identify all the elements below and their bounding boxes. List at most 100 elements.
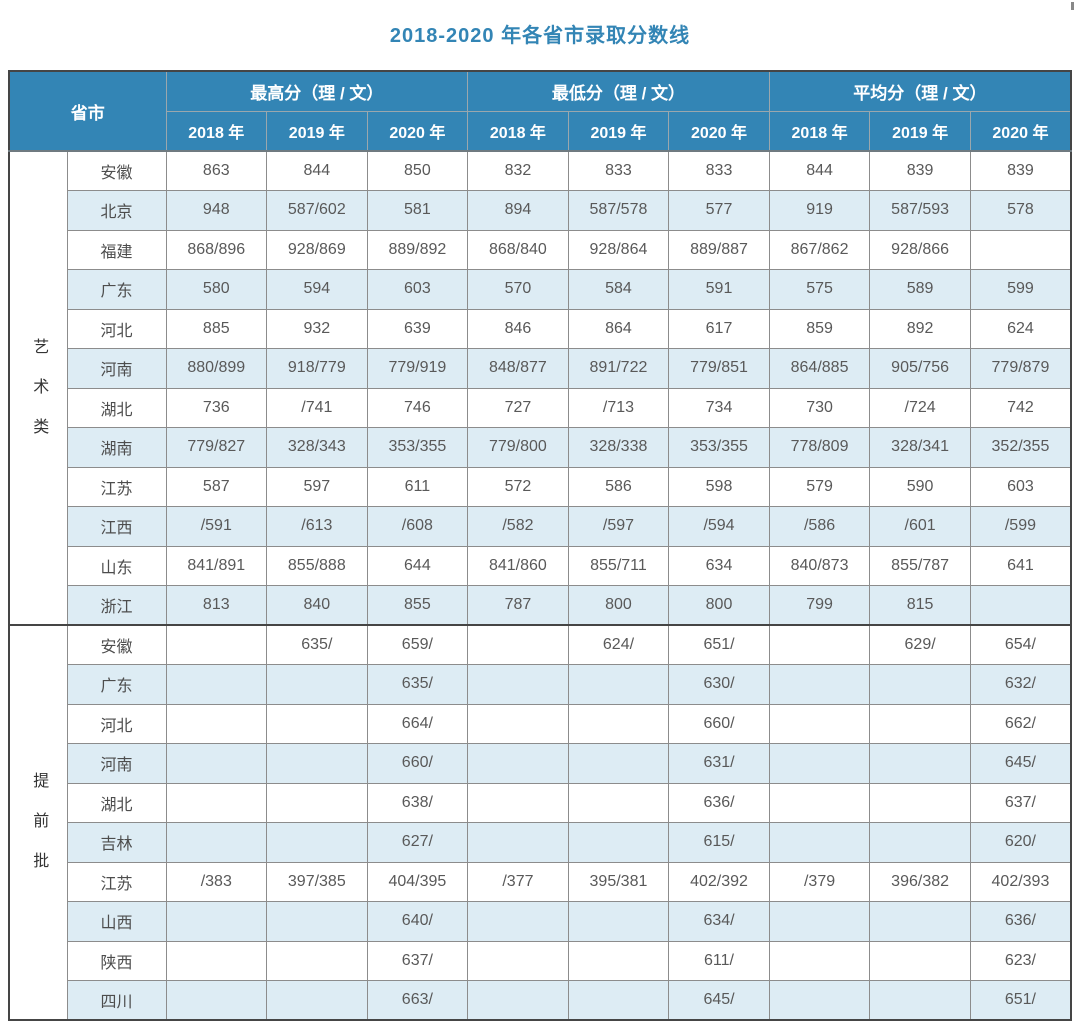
score-cell: 632/ <box>969 664 1072 705</box>
score-cell: 660/ <box>668 703 770 744</box>
score-cell: 630/ <box>668 664 770 705</box>
score-cell: 584 <box>567 269 670 310</box>
header-year: 2019 年 <box>266 110 368 152</box>
province-cell: 河北 <box>66 308 167 349</box>
score-cell: 846 <box>467 308 569 349</box>
score-cell: 611 <box>366 466 469 507</box>
score-cell: 615/ <box>668 822 770 863</box>
province-cell: 河南 <box>66 743 167 784</box>
score-cell: 636/ <box>668 782 770 823</box>
score-cell: 589 <box>869 269 971 310</box>
score-cell: 727 <box>467 387 569 428</box>
score-cell <box>567 782 670 823</box>
score-cell: 638/ <box>366 782 469 823</box>
score-cell <box>266 822 368 863</box>
score-cell <box>768 624 871 665</box>
score-cell <box>768 703 871 744</box>
score-cell: 880/899 <box>165 348 268 389</box>
province-cell: 湖北 <box>66 782 167 823</box>
score-cell: 627/ <box>366 822 469 863</box>
score-cell: 659/ <box>366 624 469 665</box>
score-cell: 635/ <box>366 664 469 705</box>
screen-artifact <box>1071 2 1074 10</box>
score-cell <box>467 703 569 744</box>
score-cell: 603 <box>366 269 469 310</box>
header-year: 2020 年 <box>969 110 1072 152</box>
score-cell <box>567 901 670 942</box>
table-row: 北京 948 587/602 581 894 587/578 577 919 587/593 57… <box>9 190 1072 231</box>
score-cell <box>768 980 871 1021</box>
score-cell: 885 <box>165 308 268 349</box>
score-cell <box>165 624 268 665</box>
score-cell: 404/395 <box>366 861 469 902</box>
score-cell: 402/393 <box>969 861 1072 902</box>
table-row: 河南 660/631/645/ <box>9 743 1072 784</box>
province-cell: 陕西 <box>66 940 167 981</box>
score-cell: 637/ <box>969 782 1072 823</box>
score-cell <box>869 822 971 863</box>
score-cell: /599 <box>969 506 1072 547</box>
province-cell: 福建 <box>66 229 167 270</box>
score-cell: 928/864 <box>567 229 670 270</box>
score-cell <box>165 664 268 705</box>
score-cell <box>567 664 670 705</box>
score-cell: /582 <box>467 506 569 547</box>
score-cell: 662/ <box>969 703 1072 744</box>
score-cell <box>567 743 670 784</box>
table-row: 吉林 627/615/620/ <box>9 822 1072 863</box>
score-cell: 839 <box>869 150 971 191</box>
score-cell <box>467 743 569 784</box>
header-year: 2019 年 <box>869 110 971 152</box>
score-cell: 734 <box>668 387 770 428</box>
score-cell <box>266 782 368 823</box>
header-year: 2020 年 <box>668 110 770 152</box>
score-cell: 617 <box>668 308 770 349</box>
score-cell <box>467 980 569 1021</box>
score-cell <box>869 940 971 981</box>
score-cell <box>467 901 569 942</box>
score-cell: 581 <box>366 190 469 231</box>
score-cell: 644 <box>366 545 469 586</box>
table-row: 河南 880/899 918/779 779/919 848/877 891/722 779… <box>9 348 1072 389</box>
score-cell: 586 <box>567 466 670 507</box>
score-cell: 787 <box>467 585 569 626</box>
score-cell: 641 <box>969 545 1072 586</box>
table-header: 省市 最高分（理 / 文） 最低分（理 / 文） 平均分（理 / 文） 2018… <box>8 70 1072 152</box>
score-cell: 800 <box>668 585 770 626</box>
score-cell: 832 <box>467 150 569 191</box>
table-row: 广东 580 594 603 570 584 591 575 589 599 <box>9 269 1072 310</box>
table-row: 四川 663/645/651/ <box>9 980 1072 1021</box>
table-row: 陕西 637/611/623/ <box>9 940 1072 981</box>
score-cell <box>467 782 569 823</box>
score-cell <box>567 940 670 981</box>
score-cell <box>266 743 368 784</box>
score-cell: 645/ <box>969 743 1072 784</box>
score-cell: 631/ <box>668 743 770 784</box>
score-cell: /377 <box>467 861 569 902</box>
score-cell: 867/862 <box>768 229 871 270</box>
score-cell: 328/341 <box>869 427 971 468</box>
score-cell <box>768 940 871 981</box>
score-cell: 892 <box>869 308 971 349</box>
score-cell: 328/343 <box>266 427 368 468</box>
score-cell <box>165 703 268 744</box>
score-cell <box>869 901 971 942</box>
score-table: 省市 最高分（理 / 文） 最低分（理 / 文） 平均分（理 / 文） 2018… <box>8 70 1072 1021</box>
score-cell: 664/ <box>366 703 469 744</box>
score-cell <box>869 743 971 784</box>
score-cell: 395/381 <box>567 861 670 902</box>
province-cell: 江苏 <box>66 466 167 507</box>
score-cell <box>869 782 971 823</box>
score-cell: /601 <box>869 506 971 547</box>
score-cell: 868/840 <box>467 229 569 270</box>
score-cell: 639 <box>366 308 469 349</box>
score-cell: 402/392 <box>668 861 770 902</box>
category-label: 艺术类 <box>30 337 48 458</box>
table-row: 艺术类 安徽 863 844 850 832 833 833 844 839 839 <box>8 150 1072 626</box>
score-cell: 833 <box>567 150 670 191</box>
score-cell: 637/ <box>366 940 469 981</box>
score-cell <box>768 901 871 942</box>
province-cell: 广东 <box>66 269 167 310</box>
score-cell: 598 <box>668 466 770 507</box>
score-cell: 629/ <box>869 624 971 665</box>
